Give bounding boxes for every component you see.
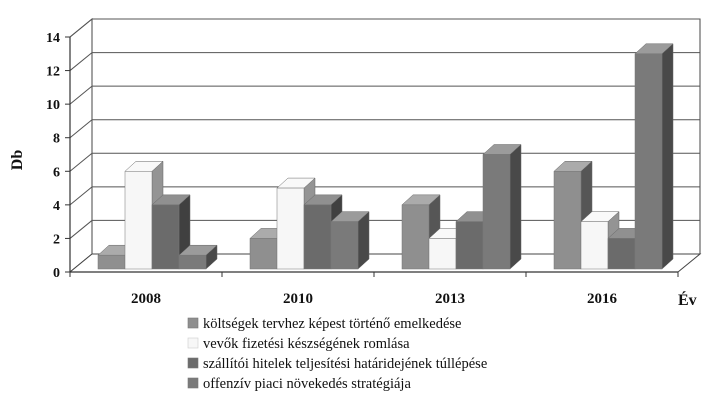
legend-swatch [187,317,199,329]
legend-item: offenzív piaci növekedés stratégiája [187,376,411,392]
legend-swatch [187,357,199,369]
gridline [69,18,700,38]
bar-front [580,221,609,270]
x-tick-label: 2016 [587,291,618,307]
x-axis: 2008 2010 2013 2016 [69,271,679,307]
bar-front [607,238,636,270]
y-tick-label: 8 [53,132,60,147]
y-tick-label: 12 [46,65,60,80]
bar-front [303,204,332,270]
bar-front [428,238,457,270]
bar-front [124,171,153,270]
x-tick-label: 2010 [283,291,313,307]
bar-front [455,221,484,270]
x-tick-label: 2008 [131,291,161,307]
legend-item: vevők fizetési készségének romlása [187,336,410,352]
y-axis-label: Db [9,150,26,171]
bar [634,43,674,270]
legend-item: szállítói hitelek teljesítési határidejé… [187,356,487,372]
bar [482,143,522,270]
bar-front [330,221,359,270]
legend-label: vevők fizetési készségének romlása [203,336,410,352]
y-tick-label: 2 [53,232,60,247]
y-tick-label: 14 [46,31,60,46]
x-axis-label: Év [678,290,697,309]
x-tick-label: 2013 [435,291,465,307]
legend: költségek tervhez képest történő emelked… [187,316,487,392]
legend-label: költségek tervhez képest történő emelked… [203,316,461,332]
legend-swatch [187,337,199,349]
y-tick-label: 10 [46,98,60,113]
legend-label: offenzív piaci növekedés stratégiája [203,376,411,392]
y-tick-label: 4 [53,199,60,214]
bar-front [553,171,582,270]
side-wall [69,17,93,274]
bar-front [634,53,663,270]
bar [124,160,164,270]
chart-walls [68,17,702,274]
gridline [69,52,700,71]
bar-side [509,143,522,270]
bar-front [401,204,430,270]
bar-front [178,254,207,270]
legend-item: költségek tervhez képest történő emelked… [187,316,461,332]
bar [401,194,441,270]
legend-label: szállítói hitelek teljesítési határidejé… [203,356,487,372]
legend-swatch [187,377,199,389]
y-tick-label: 0 [53,266,60,281]
bar-front [276,187,305,270]
bar [178,244,218,270]
bar-side [661,43,674,270]
bars [97,43,674,270]
bar-front [151,204,180,270]
y-axis: 0 2 4 6 8 10 12 14 [46,31,71,281]
bar-front [97,254,126,270]
gridline [69,85,700,105]
gridline [69,119,700,139]
bar-front [249,238,278,270]
y-tick-label: 6 [53,165,60,180]
bar [330,211,370,270]
bar-front [482,154,511,270]
